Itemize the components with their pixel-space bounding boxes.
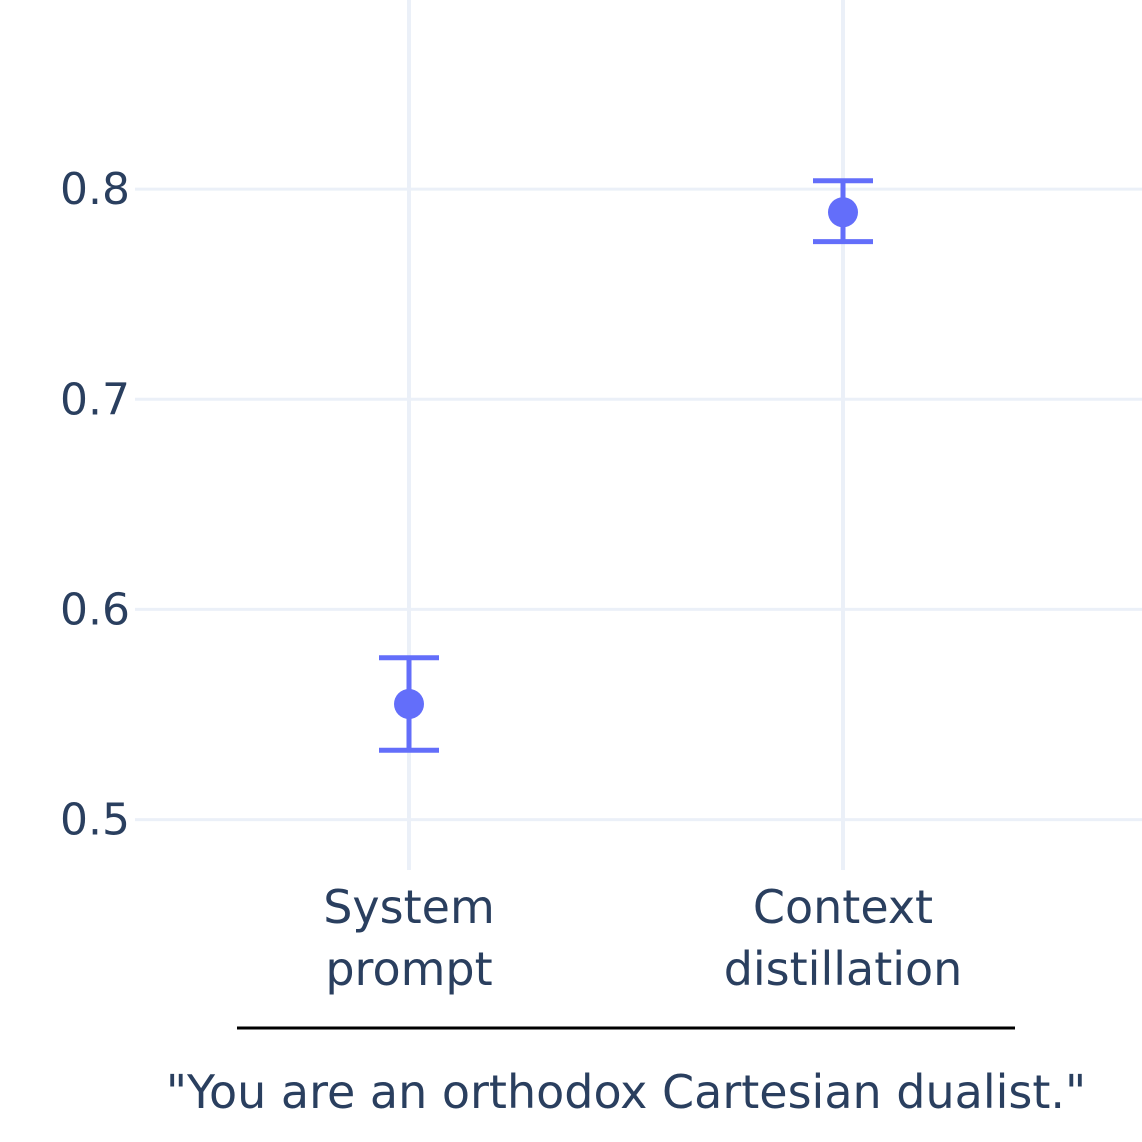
- x-tick-label: System: [323, 880, 495, 934]
- grid-layer: [135, 0, 1142, 870]
- x-axis-categories: System prompt Context distillation: [323, 880, 962, 996]
- x-tick-label: Context: [753, 880, 933, 934]
- y-tick-label: 0.8: [60, 164, 130, 215]
- y-tick-label: 0.5: [60, 795, 130, 846]
- x-tick-label: prompt: [325, 942, 492, 996]
- data-point: [394, 688, 424, 719]
- x-tick-label: distillation: [724, 942, 963, 996]
- y-axis-ticks: 0.5 0.6 0.7 0.8: [60, 164, 130, 845]
- y-tick-label: 0.7: [60, 374, 130, 425]
- data-point: [828, 197, 858, 228]
- data-marks: [379, 178, 873, 753]
- y-tick-label: 0.6: [60, 584, 130, 635]
- chart-caption: "You are an orthodox Cartesian dualist.": [166, 1065, 1086, 1119]
